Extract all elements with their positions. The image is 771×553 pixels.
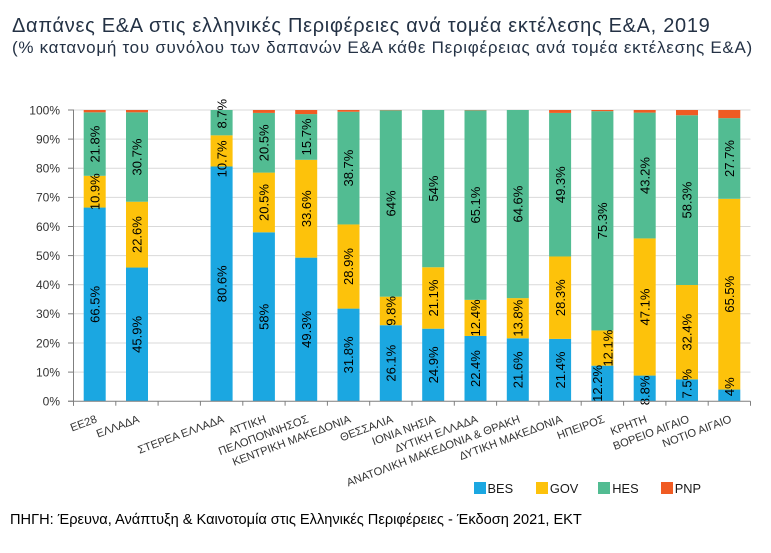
svg-text:22.4%: 22.4% <box>468 350 483 387</box>
svg-text:10.7%: 10.7% <box>214 140 229 177</box>
svg-text:100%: 100% <box>29 103 60 117</box>
svg-text:21.1%: 21.1% <box>426 279 441 316</box>
svg-text:28.9%: 28.9% <box>341 248 356 285</box>
svg-text:50%: 50% <box>36 249 60 263</box>
svg-text:30%: 30% <box>36 307 60 321</box>
svg-text:12.1%: 12.1% <box>600 329 615 366</box>
svg-text:20.5%: 20.5% <box>257 184 272 221</box>
svg-text:ΣΤΕΡΕΑ ΕΛΛΑΔΑ: ΣΤΕΡΕΑ ΕΛΛΑΔΑ <box>136 413 226 456</box>
svg-text:38.7%: 38.7% <box>341 149 356 186</box>
svg-text:10%: 10% <box>36 365 60 379</box>
svg-text:32.4%: 32.4% <box>680 313 695 350</box>
svg-text:20.5%: 20.5% <box>257 124 272 161</box>
svg-text:20%: 20% <box>36 336 60 350</box>
svg-text:10.9%: 10.9% <box>87 173 102 210</box>
svg-text:26.1%: 26.1% <box>383 344 398 381</box>
svg-text:45.9%: 45.9% <box>130 316 145 353</box>
svg-text:27.7%: 27.7% <box>722 140 737 177</box>
svg-text:33.6%: 33.6% <box>299 190 314 227</box>
svg-text:65.1%: 65.1% <box>468 186 483 223</box>
svg-text:9.8%: 9.8% <box>383 296 398 326</box>
svg-text:43.2%: 43.2% <box>637 157 652 194</box>
svg-text:ΕΕ28: ΕΕ28 <box>69 414 99 435</box>
svg-text:75.3%: 75.3% <box>595 202 610 239</box>
svg-text:80.6%: 80.6% <box>214 265 229 302</box>
svg-text:49.3%: 49.3% <box>553 166 568 203</box>
svg-text:65.5%: 65.5% <box>722 275 737 312</box>
svg-text:12.2%: 12.2% <box>590 365 605 402</box>
svg-text:21.6%: 21.6% <box>510 351 525 388</box>
svg-text:80%: 80% <box>36 162 60 176</box>
svg-text:4%: 4% <box>722 377 737 396</box>
svg-text:58%: 58% <box>257 303 272 329</box>
svg-text:8.7%: 8.7% <box>214 98 229 128</box>
svg-text:64%: 64% <box>383 190 398 216</box>
svg-text:ΗΠΕΙΡΟΣ: ΗΠΕΙΡΟΣ <box>556 414 607 443</box>
svg-text:22.6%: 22.6% <box>130 216 145 253</box>
svg-text:21.4%: 21.4% <box>553 351 568 388</box>
svg-text:64.6%: 64.6% <box>510 185 525 222</box>
svg-text:47.1%: 47.1% <box>637 288 652 325</box>
svg-text:66.5%: 66.5% <box>87 286 102 323</box>
svg-text:ΕΛΛΑΔΑ: ΕΛΛΑΔΑ <box>95 413 142 440</box>
svg-text:31.8%: 31.8% <box>341 336 356 373</box>
svg-text:0%: 0% <box>43 395 61 409</box>
svg-text:30.7%: 30.7% <box>130 138 145 175</box>
svg-text:90%: 90% <box>36 132 60 146</box>
svg-text:49.3%: 49.3% <box>299 311 314 348</box>
svg-text:28.3%: 28.3% <box>553 279 568 316</box>
svg-text:40%: 40% <box>36 278 60 292</box>
svg-text:24.9%: 24.9% <box>426 346 441 383</box>
svg-text:12.4%: 12.4% <box>468 299 483 336</box>
svg-text:8.8%: 8.8% <box>637 375 652 405</box>
svg-text:7.5%: 7.5% <box>680 368 695 398</box>
svg-text:60%: 60% <box>36 220 60 234</box>
svg-text:15.7%: 15.7% <box>299 118 314 155</box>
svg-text:13.8%: 13.8% <box>510 299 525 336</box>
svg-text:21.8%: 21.8% <box>87 125 102 162</box>
svg-text:70%: 70% <box>36 191 60 205</box>
svg-text:58.3%: 58.3% <box>680 181 695 218</box>
svg-text:54%: 54% <box>426 175 441 201</box>
